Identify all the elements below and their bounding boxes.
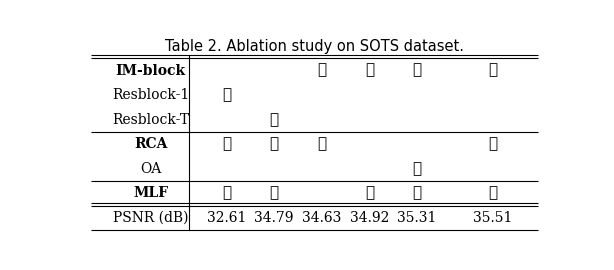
Text: ✓: ✓ xyxy=(270,186,279,200)
Text: ✓: ✓ xyxy=(317,137,327,151)
Text: ✓: ✓ xyxy=(489,186,498,200)
Text: 35.51: 35.51 xyxy=(473,211,513,225)
Text: ✓: ✓ xyxy=(222,88,231,102)
Text: OA: OA xyxy=(140,162,161,176)
Text: ✓: ✓ xyxy=(317,64,327,78)
Text: ✓: ✓ xyxy=(413,64,422,78)
Text: PSNR (dB): PSNR (dB) xyxy=(113,211,188,225)
Text: 35.31: 35.31 xyxy=(397,211,437,225)
Text: Resblock-T: Resblock-T xyxy=(112,113,189,127)
Text: ✓: ✓ xyxy=(222,137,231,151)
Text: ✓: ✓ xyxy=(270,113,279,127)
Text: ✓: ✓ xyxy=(413,162,422,176)
Text: ✓: ✓ xyxy=(222,186,231,200)
Text: 34.92: 34.92 xyxy=(350,211,389,225)
Text: 34.63: 34.63 xyxy=(302,211,341,225)
Text: MLF: MLF xyxy=(133,186,168,200)
Text: 32.61: 32.61 xyxy=(207,211,246,225)
Text: Table 2. Ablation study on SOTS dataset.: Table 2. Ablation study on SOTS dataset. xyxy=(165,39,464,54)
Text: ✓: ✓ xyxy=(270,137,279,151)
Text: Resblock-1: Resblock-1 xyxy=(112,88,189,102)
Text: 34.79: 34.79 xyxy=(254,211,294,225)
Text: RCA: RCA xyxy=(134,137,167,151)
Text: ✓: ✓ xyxy=(365,186,374,200)
Text: ✓: ✓ xyxy=(365,64,374,78)
Text: IM-block: IM-block xyxy=(115,64,185,78)
Text: ✓: ✓ xyxy=(413,186,422,200)
Text: ✓: ✓ xyxy=(489,137,498,151)
Text: ✓: ✓ xyxy=(489,64,498,78)
